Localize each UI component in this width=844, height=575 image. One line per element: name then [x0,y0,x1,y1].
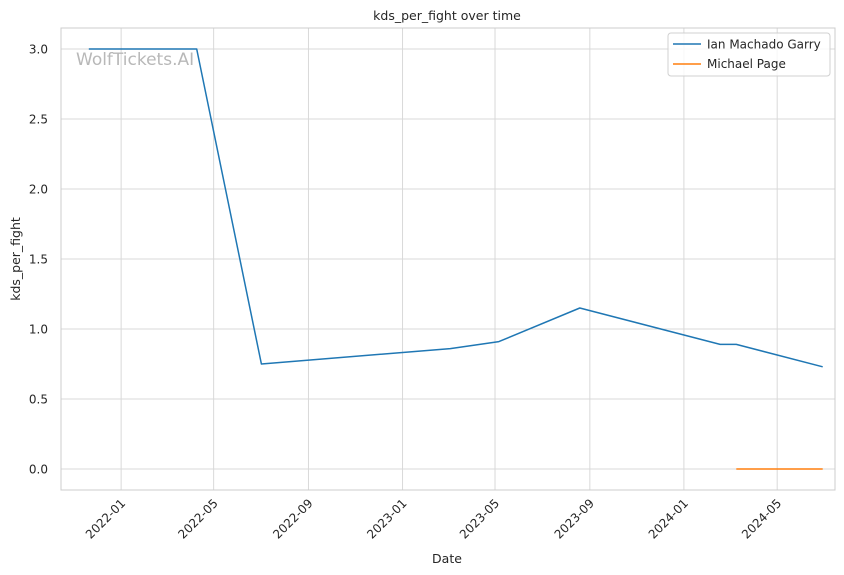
y-tick-label: 2.0 [29,183,48,197]
series-line-ian-machado-garry [88,48,823,368]
watermark-text: WolfTickets.AI [76,50,194,70]
y-tick-label: 1.5 [29,253,48,267]
legend-label-ian-machado-garry: Ian Machado Garry [707,38,821,52]
x-axis-label: Date [432,551,462,566]
series-lines [88,48,823,470]
y-tick-label: 3.0 [29,43,48,57]
y-tick-label: 1.0 [29,323,48,337]
y-tick-label: 2.5 [29,113,48,127]
y-tick-label: 0.5 [29,393,48,407]
y-axis-label: kds_per_fight [8,217,23,301]
legend-label-michael-page: Michael Page [707,57,786,71]
y-tick-label: 0.0 [29,463,48,477]
chart-title: kds_per_fight over time [373,8,521,23]
legend: Ian Machado Garry Michael Page [667,32,831,77]
grid-lines [61,28,835,490]
y-axis-ticks: 0.0 0.5 1.0 1.5 2.0 2.5 3.0 [29,43,48,477]
legend-box [667,32,831,77]
plot-area-frame [60,27,836,491]
